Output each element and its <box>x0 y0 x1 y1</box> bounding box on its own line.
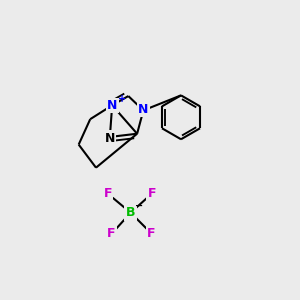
Text: N: N <box>105 132 115 145</box>
Text: N: N <box>107 99 117 112</box>
Text: −: − <box>135 201 143 211</box>
Text: +: + <box>118 94 126 104</box>
Text: F: F <box>104 188 112 200</box>
Text: F: F <box>147 227 156 240</box>
Text: F: F <box>148 187 156 200</box>
Text: N: N <box>138 103 148 116</box>
Text: F: F <box>107 227 116 240</box>
Text: B: B <box>126 206 135 219</box>
